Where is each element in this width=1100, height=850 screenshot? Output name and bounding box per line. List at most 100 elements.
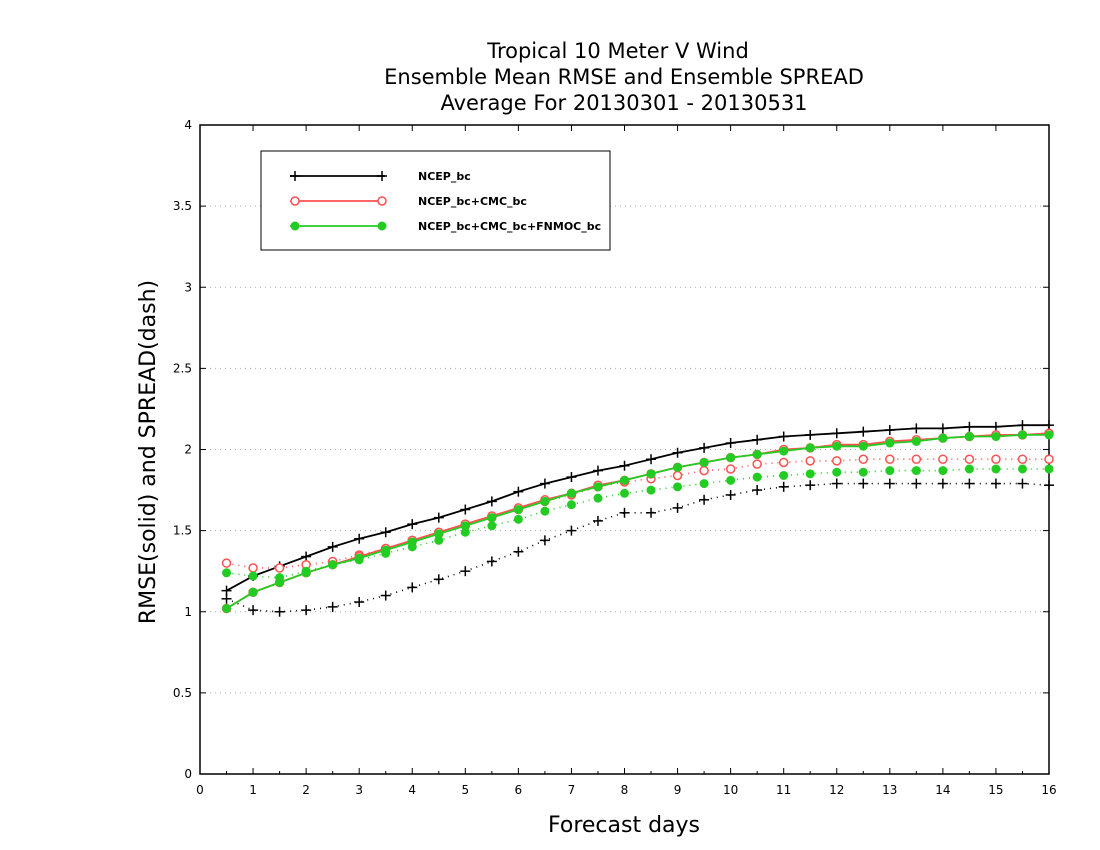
series-ncep-bc-cmc-bc-fnmoc-bc-rmse-line <box>226 433 1049 610</box>
series-ncep-bc-cmc-bc-fnmoc-bc-rmse-point <box>858 441 868 451</box>
series-ncep-bc-cmc-bc-fnmoc-bc-rmse-point <box>540 496 550 506</box>
legend-label: NCEP_bc+CMC_bc+FNMOC_bc <box>418 220 601 233</box>
series-ncep-bc-cmc-bc-fnmoc-bc-spread-point <box>858 467 868 477</box>
x-tick-label: 11 <box>776 783 791 797</box>
legend-marker <box>377 221 387 231</box>
series-ncep-bc-cmc-bc-fnmoc-bc-rmse-point <box>460 521 470 531</box>
series-ncep-bc-cmc-bc-spread-point <box>938 454 948 464</box>
series-ncep-bc-rmse-point <box>566 472 577 483</box>
x-tick-label: 10 <box>723 783 738 797</box>
series-ncep-bc-cmc-bc-fnmoc-bc-rmse-point <box>513 505 523 515</box>
series-ncep-bc-rmse-point <box>725 438 736 449</box>
series-ncep-bc-rmse-point <box>646 454 657 465</box>
series-ncep-bc-cmc-bc-spread-point <box>725 464 736 474</box>
series-ncep-bc-cmc-bc-fnmoc-bc-rmse-point <box>222 604 232 614</box>
x-tick-label: 14 <box>935 783 950 797</box>
y-tick-label: 1 <box>184 605 192 619</box>
series-ncep-bc-rmse-point <box>513 486 524 497</box>
series-ncep-bc-rmse-point <box>831 428 842 439</box>
series-ncep-bc-spread-point <box>433 574 444 585</box>
y-tick-label: 0 <box>184 767 192 781</box>
series-ncep-bc-cmc-bc-fnmoc-bc-rmse-point <box>381 545 391 555</box>
series-ncep-bc-cmc-bc-fnmoc-bc-spread-point <box>1017 464 1027 474</box>
series-ncep-bc-cmc-bc-fnmoc-bc-spread-point <box>779 470 789 480</box>
legend-label: NCEP_bc+CMC_bc <box>418 195 527 208</box>
series-ncep-bc-cmc-bc-fnmoc-bc-rmse-point <box>911 436 921 446</box>
series-ncep-bc-cmc-bc-fnmoc-bc-spread-point <box>566 500 576 510</box>
series-ncep-bc-cmc-bc-spread-line <box>226 458 1049 569</box>
series-ncep-bc-cmc-bc-fnmoc-bc-spread-point <box>885 466 895 476</box>
title-line-3: Average For 20130301 - 20130531 <box>440 91 807 115</box>
series-ncep-bc-rmse-point <box>911 423 922 434</box>
x-tick-label: 5 <box>461 783 469 797</box>
series-ncep-bc-cmc-bc-rmse-line <box>226 432 1050 610</box>
series-ncep-bc-cmc-bc-fnmoc-bc-spread-point <box>991 464 1001 474</box>
series-ncep-bc-cmc-bc-spread-point <box>672 470 683 481</box>
series-ncep-bc-cmc-bc-fnmoc-bc-rmse-point <box>752 449 762 459</box>
series-ncep-bc-spread-point <box>858 478 869 489</box>
series-ncep-bc-rmse-point <box>327 541 338 552</box>
series-ncep-bc-cmc-bc-fnmoc-bc-rmse-point <box>434 529 444 539</box>
series-ncep-bc-cmc-bc-fnmoc-bc-rmse-point <box>885 438 895 448</box>
x-tick-label: 16 <box>1041 783 1056 797</box>
series-ncep-bc-rmse-point <box>539 478 550 489</box>
title-line-1: Tropical 10 Meter V Wind <box>486 39 749 63</box>
series-ncep-bc-spread-point <box>1044 480 1054 491</box>
series-ncep-bc-spread-point <box>486 556 497 567</box>
legend: NCEP_bc NCEP_bc+CMC_bc NCEP_bc+CMC_bc+FNMO… <box>260 150 611 251</box>
series-ncep-bc-rmse-point <box>486 496 497 507</box>
series-ncep-bc-spread-point <box>566 525 577 536</box>
y-tick-label: 3 <box>184 280 192 294</box>
legend-marker <box>290 171 300 181</box>
series-ncep-bc-spread-point <box>937 478 948 489</box>
series-ncep-bc-spread-point <box>539 535 550 546</box>
series-ncep-bc-cmc-bc-fnmoc-bc-spread-point <box>222 568 232 578</box>
x-tick-label: 7 <box>568 783 576 797</box>
series-ncep-bc-cmc-bc-spread-point <box>221 558 232 568</box>
y-tick-label: 4 <box>184 118 192 132</box>
series-ncep-bc-cmc-bc-fnmoc-bc-spread-point <box>726 475 736 485</box>
x-tick-label: 0 <box>196 783 204 797</box>
y-tick-label: 3.5 <box>173 199 192 213</box>
y-tick-label: 2.5 <box>173 361 192 375</box>
series-ncep-bc-cmc-bc-spread-point <box>911 454 922 464</box>
axis-ticks: 0 1 2 3 4 5 6 7 8 9 10 11 12 13 14 15 1600.511.522.533.5… <box>173 118 1057 797</box>
series-ncep-bc-cmc-bc-spread-point <box>991 454 1001 464</box>
series-ncep-bc-cmc-bc-spread-point <box>805 456 815 466</box>
series-ncep-bc-cmc-bc-fnmoc-bc-rmse-point <box>805 443 815 453</box>
series-ncep-bc-spread-point <box>831 478 842 489</box>
legend-marker <box>290 221 300 231</box>
series-ncep-bc-spread-point <box>884 478 895 489</box>
series-ncep-bc-cmc-bc-fnmoc-bc-spread-point <box>699 479 709 489</box>
series-ncep-bc-rmse-point <box>407 519 418 530</box>
series-ncep-bc-spread-point <box>646 507 657 518</box>
x-axis-label: Forecast days <box>548 813 700 838</box>
series-ncep-bc-rmse-point <box>858 426 869 437</box>
legend-label: NCEP_bc <box>418 170 471 183</box>
series-ncep-bc-cmc-bc-fnmoc-bc-rmse-point <box>593 482 603 492</box>
legend-marker <box>290 196 300 206</box>
series-ncep-bc-cmc-bc-fnmoc-bc-rmse-point <box>407 537 417 547</box>
series-ncep-bc-rmse-point <box>699 442 710 453</box>
y-axis-label: RMSE(solid) and SPREAD(dash) <box>136 280 161 624</box>
series-ncep-bc-spread-point <box>805 480 816 491</box>
series-ncep-bc-spread-point <box>592 515 603 526</box>
series-ncep-bc-cmc-bc-fnmoc-bc-rmse-point <box>1017 430 1027 440</box>
series-ncep-bc-cmc-bc-spread-point <box>832 456 842 466</box>
series-ncep-bc-rmse-point <box>380 527 391 538</box>
series-ncep-bc-cmc-bc-spread-point <box>1017 454 1028 464</box>
series-ncep-bc-cmc-bc-spread-point <box>1044 454 1054 464</box>
series-ncep-bc-rmse-point <box>1044 420 1054 431</box>
series-layer <box>221 420 1054 617</box>
series-ncep-bc-spread-point <box>725 489 736 500</box>
series-ncep-bc-rmse-point <box>619 460 630 471</box>
series-ncep-bc-cmc-bc-fnmoc-bc-spread-point <box>620 488 629 498</box>
series-ncep-bc-cmc-bc-fnmoc-bc-spread-point <box>938 466 948 476</box>
series-ncep-bc-cmc-bc-fnmoc-bc-spread-point <box>1044 464 1054 474</box>
series-ncep-bc-spread-point <box>380 590 391 601</box>
series-ncep-bc-cmc-bc-fnmoc-bc-rmse-point <box>248 587 258 597</box>
y-tick-label: 0.5 <box>173 686 192 700</box>
series-ncep-bc-spread-point <box>407 582 418 593</box>
series-ncep-bc-rmse-point <box>301 551 312 562</box>
x-tick-label: 4 <box>408 783 416 797</box>
